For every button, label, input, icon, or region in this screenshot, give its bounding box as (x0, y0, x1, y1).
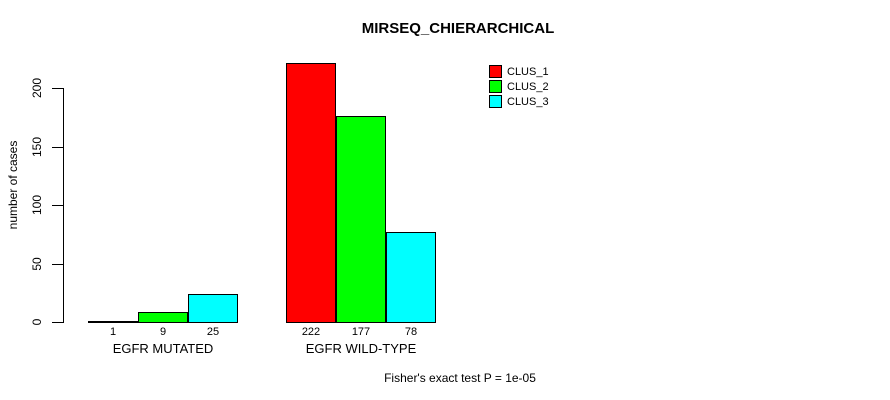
bar-value-label: 9 (159, 326, 167, 338)
bar-value-label: 78 (404, 326, 418, 338)
y-axis-tick (52, 322, 63, 323)
stats-caption: Fisher's exact test P = 1e-05 (384, 371, 536, 385)
legend-swatch (489, 65, 502, 78)
y-axis-tick-label: 100 (30, 194, 44, 216)
bar-value-label: 177 (351, 326, 371, 338)
legend-label: CLUS_2 (507, 80, 549, 93)
bar-value-label: 222 (301, 326, 321, 338)
legend-label: CLUS_3 (507, 95, 549, 108)
y-axis-tick (52, 264, 63, 265)
y-axis-label: number of cases (6, 140, 20, 230)
bar (88, 321, 138, 323)
y-axis-tick (52, 88, 63, 89)
y-axis-tick-label: 0 (30, 318, 44, 326)
y-axis-tick-label: 50 (30, 257, 44, 271)
bar (188, 294, 238, 323)
legend-swatch (489, 95, 502, 108)
bar-value-label: 25 (206, 326, 220, 338)
y-axis-tick (52, 147, 63, 148)
bar (286, 63, 336, 323)
legend-item: CLUS_1 (489, 64, 549, 79)
legend: CLUS_1 CLUS_2 CLUS_3 (489, 64, 549, 109)
legend-item: CLUS_3 (489, 94, 549, 109)
x-axis-category-label: EGFR WILD-TYPE (305, 341, 417, 356)
legend-label: CLUS_1 (507, 65, 549, 78)
chart-title: MIRSEQ_CHIERARCHICAL (361, 20, 555, 37)
legend-swatch (489, 80, 502, 93)
y-axis-tick (52, 205, 63, 206)
x-axis-category-label: EGFR MUTATED (112, 341, 214, 356)
y-axis-tick-label: 200 (30, 77, 44, 99)
bar (138, 312, 188, 323)
y-axis-tick-label: 150 (30, 136, 44, 158)
legend-item: CLUS_2 (489, 79, 549, 94)
bar (336, 116, 386, 323)
bar (386, 232, 436, 323)
y-axis-line (63, 88, 64, 323)
bar-value-label: 1 (109, 326, 117, 338)
